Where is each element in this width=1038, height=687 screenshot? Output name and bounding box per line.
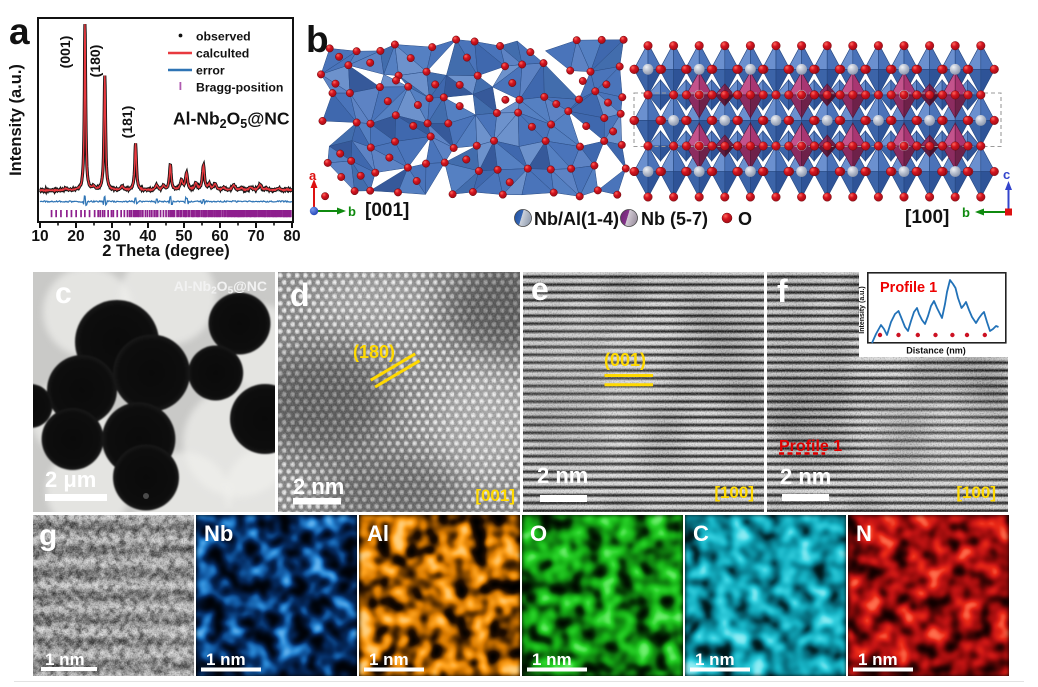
svg-text:50: 50	[175, 228, 192, 245]
svg-text:2 μm: 2 μm	[45, 467, 96, 492]
svg-text:70: 70	[247, 228, 264, 245]
svg-text:Nb/Al(1-4): Nb/Al(1-4)	[534, 209, 619, 229]
svg-text:2 nm: 2 nm	[537, 463, 588, 488]
svg-text:a: a	[9, 11, 30, 52]
svg-text:Nb: Nb	[204, 521, 233, 546]
svg-text:N: N	[856, 521, 872, 546]
svg-text:d: d	[290, 277, 310, 313]
svg-text:10: 10	[31, 228, 48, 245]
svg-text:2 Theta (degree): 2 Theta (degree)	[102, 242, 229, 260]
svg-text:(180): (180)	[87, 45, 103, 78]
svg-text:calculted: calculted	[196, 47, 249, 61]
svg-text:Nb (5-7): Nb (5-7)	[641, 209, 708, 229]
svg-text:1 nm: 1 nm	[858, 650, 898, 669]
svg-text:e: e	[531, 272, 549, 307]
svg-text:[001]: [001]	[365, 200, 409, 221]
svg-text:(181): (181)	[119, 106, 135, 139]
svg-text:Distance (nm): Distance (nm)	[906, 346, 966, 356]
svg-text:g: g	[39, 519, 57, 552]
svg-text:(180): (180)	[353, 342, 395, 362]
svg-text:[001]: [001]	[475, 486, 515, 505]
svg-text:Profile 1: Profile 1	[880, 280, 937, 296]
svg-text:Profile 1: Profile 1	[779, 438, 842, 455]
svg-text:[100]: [100]	[714, 483, 754, 502]
svg-text:Intensity (a.u.): Intensity (a.u.)	[7, 64, 25, 176]
svg-text:1 nm: 1 nm	[45, 650, 85, 669]
svg-text:40: 40	[139, 228, 156, 245]
svg-text:1 nm: 1 nm	[369, 650, 409, 669]
svg-text:1 nm: 1 nm	[206, 650, 246, 669]
svg-text:c: c	[1003, 167, 1010, 182]
svg-text:1 nm: 1 nm	[532, 650, 572, 669]
svg-text:[100]: [100]	[956, 483, 996, 502]
svg-text:(001): (001)	[604, 350, 646, 370]
svg-text:b: b	[962, 205, 970, 220]
svg-text:Al-Nb2O5@NC: Al-Nb2O5@NC	[173, 109, 290, 132]
svg-text:80: 80	[283, 228, 300, 245]
svg-text:Al-Nb2O5@NC: Al-Nb2O5@NC	[174, 278, 267, 297]
svg-text:2 nm: 2 nm	[780, 464, 831, 489]
svg-text:C: C	[693, 521, 709, 546]
svg-text:[100]: [100]	[905, 207, 949, 228]
svg-text:O: O	[530, 521, 547, 546]
svg-text:30: 30	[103, 228, 120, 245]
svg-text:Intensity (a.u.): Intensity (a.u.)	[859, 286, 866, 333]
svg-text:c: c	[55, 277, 72, 310]
svg-text:1 nm: 1 nm	[695, 650, 735, 669]
svg-text:f: f	[777, 273, 788, 309]
svg-text:observed: observed	[196, 30, 251, 44]
svg-text:20: 20	[67, 228, 84, 245]
svg-text:(001): (001)	[57, 36, 73, 69]
svg-text:Al: Al	[367, 521, 389, 546]
svg-text:b: b	[306, 19, 329, 60]
svg-text:Bragg-position: Bragg-position	[196, 81, 283, 95]
svg-text:O: O	[738, 209, 752, 229]
svg-text:2 nm: 2 nm	[293, 474, 344, 499]
svg-text:60: 60	[211, 228, 228, 245]
svg-text:a: a	[309, 168, 317, 183]
svg-text:b: b	[348, 204, 356, 219]
svg-text:error: error	[196, 64, 225, 78]
